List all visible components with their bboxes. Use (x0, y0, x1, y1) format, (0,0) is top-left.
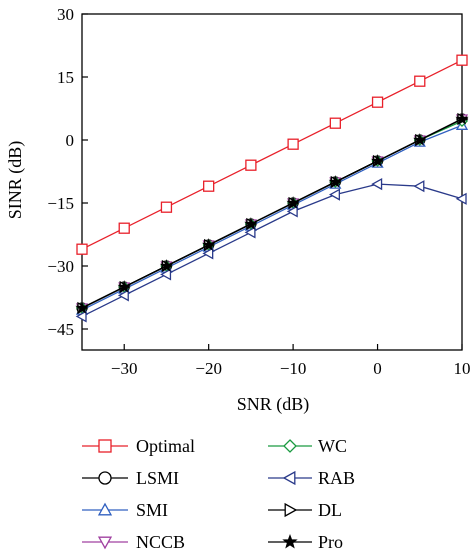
data-point-rab-0 (75, 310, 87, 323)
legend-marker-lsmi (98, 471, 112, 485)
data-point-rab-2 (160, 268, 172, 281)
legend: Optimal LSMI SMI NCCB WC RAB DL Pro (82, 436, 355, 552)
x-tick-label-2: −10 (280, 359, 307, 378)
legend-entry-pro: Pro (268, 532, 343, 552)
legend-entry-dl: DL (268, 500, 342, 520)
legend-marker-smi (97, 502, 113, 516)
legend-marker-wc (283, 439, 297, 453)
legend-label-dl: DL (318, 500, 342, 520)
series-line-smi (81, 124, 463, 311)
y-tick-label-0: −45 (47, 320, 74, 339)
legend-label-lsmi: LSMI (136, 468, 179, 488)
series-line-optimal (81, 59, 463, 250)
series-line-pro (81, 118, 463, 309)
data-point-pro-3 (202, 238, 216, 251)
data-point-pro-9 (455, 112, 469, 125)
x-tick-label-1: −20 (195, 359, 222, 378)
x-tick-label-0: −30 (111, 359, 138, 378)
legend-entry-rab: RAB (268, 468, 355, 488)
legend-entry-smi: SMI (82, 500, 168, 520)
series-rab (75, 177, 467, 323)
legend-marker-rab (282, 470, 296, 486)
legend-entry-lsmi: LSMI (82, 468, 179, 488)
legend-label-smi: SMI (136, 500, 168, 520)
series-line-rab (81, 183, 463, 317)
data-point-optimal-5 (287, 138, 299, 150)
y-tick-label-4: 15 (57, 68, 74, 87)
legend-entry-wc: WC (268, 436, 347, 456)
y-axis-label: SINR (dB) (5, 141, 26, 220)
plot-area: −30 −20 −10 0 10 −45 −30 −15 0 15 30 (47, 5, 470, 378)
x-axis-label: SNR (dB) (237, 394, 310, 415)
series-pro (75, 112, 469, 314)
y-tick-label-5: 30 (57, 5, 74, 24)
data-point-optimal-9 (456, 54, 468, 66)
data-point-optimal-6 (329, 117, 341, 129)
data-point-rab-7 (371, 177, 383, 191)
data-point-optimal-4 (245, 159, 257, 171)
data-point-pro-6 (328, 175, 342, 188)
plot-frame (81, 13, 463, 351)
data-point-pro-2 (159, 259, 174, 272)
series-smi (75, 118, 469, 315)
legend-entry-nccb: NCCB (82, 532, 185, 552)
data-point-rab-4 (244, 226, 256, 239)
x-tick-label-3: 0 (373, 359, 382, 378)
legend-marker-dl (284, 502, 298, 518)
legend-label-rab: RAB (318, 468, 355, 488)
data-point-rab-5 (286, 205, 298, 218)
data-point-rab-6 (328, 188, 340, 201)
x-tick-label-4: 10 (454, 359, 471, 378)
data-point-pro-5 (286, 196, 300, 209)
data-point-rab-9 (455, 192, 467, 205)
data-point-pro-1 (117, 280, 131, 293)
legend-label-wc: WC (318, 436, 347, 456)
legend-label-optimal: Optimal (136, 436, 195, 456)
legend-entry-optimal: Optimal (82, 436, 195, 456)
y-tick-label-1: −30 (47, 257, 74, 276)
data-point-pro-0 (75, 301, 89, 314)
legend-marker-pro (282, 533, 298, 549)
y-tick-label-2: −15 (47, 194, 74, 213)
data-point-pro-4 (244, 217, 258, 230)
legend-marker-optimal (98, 439, 112, 453)
y-tick-label-3: 0 (66, 131, 75, 150)
data-point-pro-7 (370, 154, 385, 167)
data-point-optimal-3 (203, 180, 215, 192)
data-point-optimal-2 (160, 201, 173, 213)
data-point-rab-8 (413, 180, 425, 193)
legend-label-pro: Pro (318, 532, 343, 552)
data-point-optimal-7 (371, 96, 384, 108)
series-optimal (76, 54, 468, 255)
data-point-pro-8 (413, 133, 427, 146)
legend-label-nccb: NCCB (136, 532, 185, 552)
data-point-optimal-0 (76, 243, 88, 255)
legend-marker-nccb (97, 536, 113, 550)
data-point-rab-1 (117, 289, 129, 302)
data-point-optimal-1 (118, 222, 130, 234)
data-point-optimal-8 (414, 75, 426, 87)
data-point-rab-3 (202, 247, 214, 260)
